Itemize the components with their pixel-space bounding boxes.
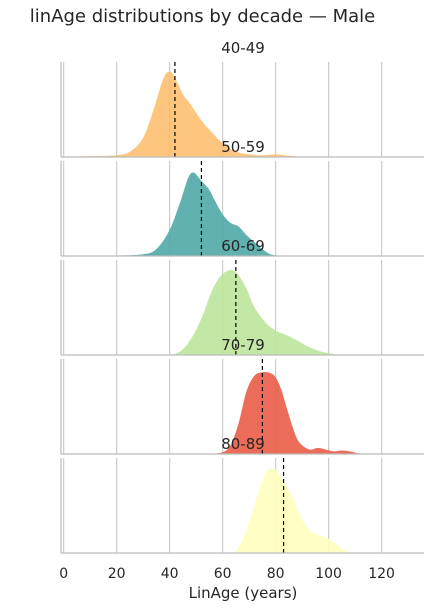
x-tick-label: 40 [161,566,179,582]
x-tick-label: 20 [108,566,126,582]
panel-label-50-59: 50-59 [221,138,265,156]
x-axis-label: LinAge (years) [189,584,298,602]
panel-40-49: 40-49 [60,39,424,158]
panel-label-40-49: 40-49 [221,39,265,57]
x-tick-label: 80 [267,566,285,582]
x-tick-label: 0 [59,566,68,582]
panel-label-80-89: 80-89 [221,435,265,453]
x-tick-label: 120 [368,566,395,582]
x-tick-label: 100 [315,566,342,582]
panel-50-59: 50-59 [60,138,424,257]
density-area-80-89 [230,468,350,553]
density-area-40-49 [63,71,316,157]
x-tick-label: 60 [214,566,232,582]
density-area-60-69 [169,269,342,355]
panel-70-79: 70-79 [60,336,424,455]
chart-title: linAge distributions by decade — Male [29,6,376,27]
panel-label-60-69: 60-69 [221,237,265,255]
density-area-50-59 [90,172,281,256]
density-area-70-79 [209,372,369,454]
panel-label-70-79: 70-79 [221,336,265,354]
panel-60-69: 60-69 [60,237,424,356]
panel-80-89: 80-89 [60,435,424,554]
